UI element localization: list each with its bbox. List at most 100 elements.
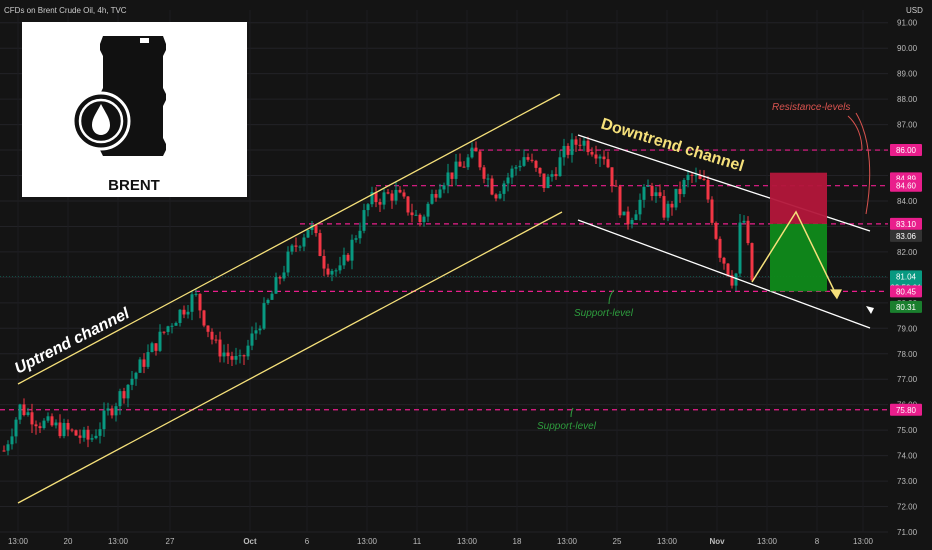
candle-body bbox=[342, 254, 346, 266]
candle-body bbox=[706, 179, 710, 200]
candle-body bbox=[550, 174, 554, 177]
candle-body bbox=[658, 192, 662, 197]
candle-body bbox=[634, 214, 638, 220]
candle-body bbox=[86, 429, 90, 440]
candle-body bbox=[358, 230, 362, 239]
candle-body bbox=[650, 185, 654, 197]
candle-body bbox=[618, 186, 622, 216]
candle-body bbox=[386, 192, 390, 194]
price-tag[interactable] bbox=[890, 179, 922, 192]
support-level-label-lower: Support-level bbox=[537, 421, 597, 432]
price-tag[interactable] bbox=[890, 300, 922, 313]
time-axis[interactable]: 13:00 20 13:00 27 Oct 6 13:00 11 13:00 18 13:00 25 1… bbox=[8, 537, 874, 546]
candle-body bbox=[562, 145, 566, 158]
candle-body bbox=[374, 192, 378, 203]
candle-body bbox=[302, 237, 306, 247]
candle-body bbox=[78, 435, 82, 438]
candle-body bbox=[686, 174, 690, 181]
uptrend-upper-line bbox=[17, 93, 561, 385]
candle-body bbox=[538, 167, 542, 174]
channel-arrowhead bbox=[866, 306, 874, 314]
candle-body bbox=[622, 211, 626, 216]
x-tick-label: 13:00 bbox=[657, 537, 678, 546]
candle-body bbox=[486, 178, 490, 180]
position-tool[interactable] bbox=[570, 112, 874, 418]
candle-body bbox=[254, 330, 258, 334]
candle-body bbox=[378, 202, 382, 205]
y-tick-label: 84.00 bbox=[897, 197, 918, 206]
candle-body bbox=[182, 309, 186, 315]
candle-body bbox=[678, 188, 682, 195]
candle-body bbox=[218, 339, 222, 357]
y-tick-label: 87.00 bbox=[897, 121, 918, 130]
candle-body bbox=[570, 139, 574, 155]
x-tick-label: 6 bbox=[305, 537, 310, 546]
candle-body bbox=[518, 165, 522, 168]
price-tag-label: 83.10 bbox=[896, 220, 917, 229]
price-tag[interactable] bbox=[890, 217, 922, 230]
candle-body bbox=[426, 203, 430, 217]
candle-body bbox=[110, 408, 114, 416]
candle-body bbox=[666, 203, 670, 218]
candle-body bbox=[42, 420, 46, 429]
support-level-label-upper: Support-level bbox=[574, 308, 634, 319]
candle-body bbox=[438, 189, 442, 198]
candle-body bbox=[330, 270, 334, 275]
candle-body bbox=[522, 157, 526, 166]
candle-body bbox=[134, 372, 138, 379]
candle-body bbox=[630, 219, 634, 225]
candle-body bbox=[2, 450, 6, 452]
y-tick-label: 91.00 bbox=[897, 19, 918, 28]
price-tag[interactable] bbox=[890, 229, 922, 242]
candle-body bbox=[142, 359, 146, 367]
candle-body bbox=[418, 214, 422, 223]
x-tick-label: 27 bbox=[166, 537, 175, 546]
candle-body bbox=[430, 194, 434, 204]
candle-body bbox=[642, 186, 646, 200]
candle-body bbox=[246, 345, 250, 357]
candle-body bbox=[154, 343, 158, 351]
price-tag[interactable] bbox=[890, 403, 922, 416]
candle-body bbox=[90, 438, 94, 440]
candle-body bbox=[130, 378, 134, 385]
candle-body bbox=[70, 429, 74, 431]
resistance-levels-label: Resistance-levels bbox=[772, 102, 850, 113]
candle-body bbox=[638, 199, 642, 215]
chart-title: CFDs on Brent Crude Oil, 4h, TVC bbox=[4, 6, 127, 15]
candle-body bbox=[614, 185, 618, 187]
price-tag[interactable] bbox=[890, 270, 922, 283]
candle-body bbox=[306, 229, 310, 238]
candle-body bbox=[222, 352, 226, 357]
candle-body bbox=[442, 185, 446, 190]
candle-body bbox=[94, 435, 98, 439]
candle-body bbox=[694, 175, 698, 177]
candle-body bbox=[174, 322, 178, 326]
price-tag[interactable] bbox=[890, 144, 922, 157]
price-tag[interactable] bbox=[890, 285, 922, 298]
candle-body bbox=[282, 272, 286, 279]
candle-body bbox=[458, 161, 462, 167]
candle-body bbox=[46, 416, 50, 421]
candle-body bbox=[38, 426, 42, 429]
candle-body bbox=[514, 167, 518, 169]
candle-body bbox=[662, 196, 666, 218]
candle-body bbox=[258, 328, 262, 331]
price-axis[interactable]: 71.0072.0073.0074.0075.0076.0077.0078.00… bbox=[890, 19, 922, 537]
candle-body bbox=[478, 151, 482, 168]
candle-body bbox=[310, 225, 314, 230]
x-tick-label: Oct bbox=[243, 537, 257, 546]
candle-body bbox=[238, 355, 242, 357]
candle-body bbox=[270, 293, 274, 300]
candle-body bbox=[382, 192, 386, 205]
currency-label: USD bbox=[906, 6, 923, 15]
x-tick-label: 8 bbox=[815, 537, 820, 546]
candle-body bbox=[278, 277, 282, 279]
candle-body bbox=[14, 419, 18, 437]
candle-body bbox=[362, 210, 366, 231]
candle-body bbox=[346, 254, 350, 261]
candle-body bbox=[350, 239, 354, 261]
candle-body bbox=[298, 246, 302, 248]
candle-body bbox=[470, 147, 474, 158]
candle-body bbox=[434, 194, 438, 198]
